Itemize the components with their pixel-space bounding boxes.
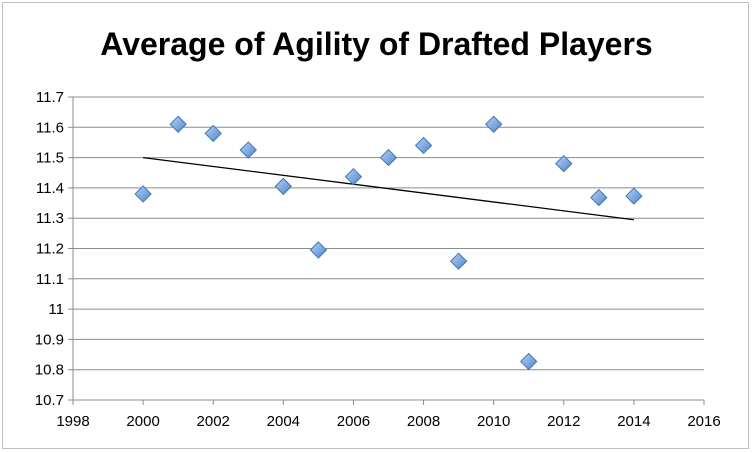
y-tick-label: 10.7 [35,392,64,409]
data-point [274,177,293,196]
data-point [520,352,538,371]
x-tick-label: 2002 [197,413,230,430]
trendline-layer [143,156,634,221]
x-tick-label: 2012 [547,413,580,430]
data-point [309,241,328,259]
y-tick-label: 11.3 [36,210,64,227]
grid-lines [73,96,704,371]
data-point [379,148,398,167]
x-tick-label: 2006 [337,413,370,430]
y-tick-label: 11.4 [36,180,64,197]
data-point [204,124,222,143]
x-tick-label: 2004 [267,413,300,430]
tick-labels: 11.7 11.6 11.5 11.4 11.3 11.2 11.1 11 10.9 10.8 10… [35,89,721,430]
chart-title: Average of Agility of Drafted Players [100,26,653,62]
data-point [344,167,363,186]
data-points [134,115,643,371]
data-point [239,141,257,159]
chart-frame [2,2,749,449]
y-tick-label: 11.6 [36,119,64,136]
data-point [414,136,433,155]
x-tick-label: 2010 [477,413,510,430]
data-point [484,115,503,133]
x-tick-label: 1998 [56,413,89,430]
y-tick-label: 11.5 [36,150,64,167]
y-tick-label: 11 [48,301,64,318]
data-point [449,252,468,270]
axes [68,96,705,405]
y-tick-label: 11.7 [36,89,64,106]
x-tick-label: 2014 [617,413,650,430]
y-tick-label: 10.9 [35,331,64,348]
x-tick-label: 2016 [687,413,720,430]
trendline [143,156,634,221]
x-tick-label: 2008 [407,413,440,430]
y-tick-label: 11.2 [36,241,64,258]
x-tick-label: 2000 [126,413,159,430]
data-point [169,115,187,133]
data-point [590,188,608,207]
y-tick-label: 11.1 [36,271,64,288]
data-point [134,185,152,203]
y-tick-label: 10.8 [35,362,64,379]
data-point [625,187,643,205]
data-point [555,154,573,173]
